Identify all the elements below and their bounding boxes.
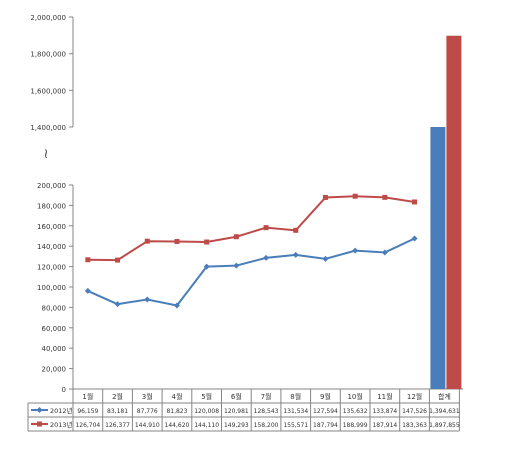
total-bar-lower: [446, 127, 462, 389]
table-cell-value: 126,377: [105, 422, 130, 429]
table-cell-value: 96,159: [77, 408, 98, 415]
y-tick-label: 180,000: [37, 202, 66, 210]
data-point-marker: [263, 254, 270, 261]
data-point-marker: [204, 239, 210, 245]
series-line: [87, 237, 415, 307]
table-cell-value: 183,363: [402, 422, 427, 429]
table-cell-value: 155,571: [283, 422, 308, 429]
data-point-marker: [144, 296, 151, 303]
data-point-marker: [85, 257, 91, 263]
total-bar-lower: [430, 127, 446, 389]
table-cell-value: 83,181: [107, 408, 128, 415]
y-tick-label: 1,800,000: [30, 51, 66, 59]
y-tick-label: 160,000: [37, 223, 66, 231]
total-bar-upper: [446, 35, 462, 128]
table-cell-value: 87,776: [137, 408, 158, 415]
data-point-marker: [352, 247, 359, 254]
table-cell-value: 81,823: [166, 408, 187, 415]
legend-series-label: 2012년: [50, 406, 73, 415]
axis-break-symbol: ≀: [43, 146, 48, 162]
legend-series-label: 2013년: [50, 420, 73, 429]
data-point-marker: [233, 234, 239, 240]
x-category-label: 1월: [82, 392, 93, 401]
y-tick-label: 120,000: [37, 264, 66, 272]
table-cell-value: 133,874: [372, 408, 397, 415]
x-category-label: 4월: [171, 392, 182, 401]
series-line: [87, 195, 415, 262]
data-point-marker: [263, 225, 269, 231]
y-tick-label: 40,000: [42, 345, 67, 353]
table-cell-value: 120,008: [194, 408, 219, 415]
data-point-marker: [322, 255, 329, 262]
table-cell-value: 187,794: [313, 422, 338, 429]
data-point-marker: [322, 194, 328, 200]
data-point-marker: [411, 235, 418, 242]
x-total-label: 합계: [438, 392, 451, 401]
data-point-marker: [412, 199, 418, 205]
x-category-label: 9월: [320, 392, 331, 401]
x-category-label: 8월: [290, 392, 301, 401]
data-point-marker: [114, 301, 121, 308]
y-tick-label: 60,000: [42, 325, 67, 333]
data-point-marker: [174, 238, 180, 244]
x-category-label: 7월: [261, 392, 272, 401]
y-tick-label: 80,000: [42, 304, 67, 312]
table-cell-total: 1,897,855: [429, 422, 460, 429]
y-tick-label: 200,000: [37, 182, 66, 190]
y-tick-label: 100,000: [37, 284, 66, 292]
table-cell-value: 126,704: [75, 422, 100, 429]
x-category-label: 6월: [231, 392, 242, 401]
y-tick-label: 1,600,000: [30, 87, 66, 95]
table-cell-value: 128,543: [254, 408, 279, 415]
data-point-marker: [292, 251, 299, 258]
x-category-label: 10월: [347, 392, 362, 401]
legend-marker-key: [37, 421, 42, 427]
x-category-label: 11월: [377, 392, 392, 401]
table-cell-value: 188,999: [343, 422, 368, 429]
table-cell-value: 135,632: [343, 408, 368, 415]
data-point-marker: [144, 238, 150, 244]
x-category-label: 3월: [142, 392, 153, 401]
table-cell-value: 149,293: [224, 422, 249, 429]
y-tick-label: 20,000: [42, 366, 67, 374]
table-cell-value: 127,594: [313, 408, 338, 415]
table-cell-value: 144,620: [165, 422, 190, 429]
y-tick-label: 2,000,000: [30, 14, 66, 22]
data-point-marker: [84, 287, 91, 294]
y-tick-label: 0: [62, 386, 66, 394]
table-cell-total: 1,394,631: [429, 408, 460, 415]
x-category-label: 5월: [201, 392, 212, 401]
data-point-marker: [293, 227, 299, 233]
data-point-marker: [352, 193, 358, 199]
table-cell-value: 144,110: [194, 422, 219, 429]
x-category-label: 2월: [112, 392, 123, 401]
legend-marker-key: [36, 407, 43, 413]
table-cell-value: 144,910: [135, 422, 160, 429]
data-point-marker: [381, 249, 388, 256]
data-point-marker: [115, 257, 121, 263]
table-cell-value: 187,914: [372, 422, 397, 429]
table-cell-value: 120,981: [224, 408, 249, 415]
y-tick-label: 140,000: [37, 243, 66, 251]
data-point-marker: [233, 262, 240, 269]
data-point-marker: [173, 302, 180, 309]
table-cell-value: 147,526: [402, 408, 427, 415]
data-point-marker: [382, 194, 388, 200]
x-category-label: 12월: [407, 392, 422, 401]
y-tick-label: 1,400,000: [30, 124, 66, 132]
table-cell-value: 158,200: [254, 422, 279, 429]
table-cell-value: 131,534: [283, 408, 308, 415]
data-point-marker: [203, 263, 210, 270]
